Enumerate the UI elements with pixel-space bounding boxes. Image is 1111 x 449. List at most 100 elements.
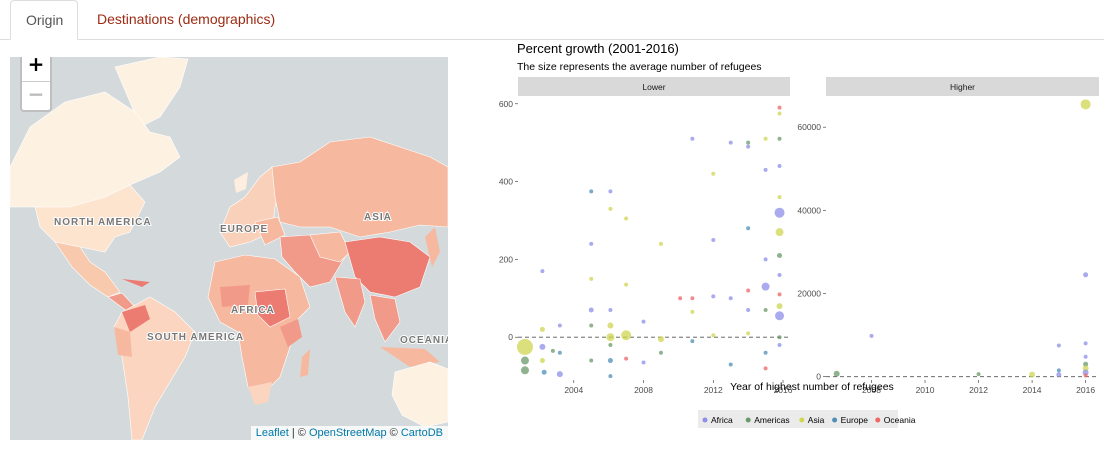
- data-point: [711, 237, 716, 242]
- data-point: [556, 371, 563, 378]
- label-north-america: NORTH AMERICA: [54, 217, 152, 228]
- data-point: [1080, 99, 1091, 110]
- label-europe: EUROPE: [220, 224, 268, 235]
- cartodb-link[interactable]: CartoDB: [400, 427, 443, 439]
- y-tick-label: 200: [499, 254, 513, 264]
- facet-strip-label: Lower: [642, 82, 665, 92]
- legend-box: [698, 410, 898, 428]
- x-tick-label: 2014: [1023, 385, 1042, 395]
- data-point: [520, 366, 529, 375]
- openstreetmap-link[interactable]: OpenStreetMap: [308, 427, 387, 439]
- data-point: [657, 336, 664, 343]
- data-point: [539, 343, 546, 350]
- data-point: [1083, 361, 1089, 367]
- data-point: [520, 356, 529, 365]
- zoom-out-button[interactable]: −: [27, 82, 45, 106]
- data-point: [539, 358, 545, 364]
- label-asia: ASIA: [364, 212, 392, 223]
- map-tiles: [10, 57, 448, 440]
- data-point: [728, 296, 733, 301]
- data-point: [540, 269, 545, 274]
- legend-label: Americas: [754, 415, 789, 425]
- data-point: [1083, 373, 1088, 378]
- data-point: [728, 362, 733, 367]
- data-point: [589, 189, 594, 194]
- leaflet-link[interactable]: Leaflet: [255, 427, 289, 439]
- data-point: [1056, 343, 1061, 348]
- data-point: [833, 370, 840, 377]
- data-point: [728, 140, 733, 145]
- label-africa: AFRICA: [231, 305, 275, 316]
- x-tick-label: 2016: [1076, 385, 1095, 395]
- legend-key: [745, 417, 751, 423]
- facet-strip: [826, 77, 1099, 96]
- data-point: [690, 339, 695, 344]
- x-tick-label: 2012: [969, 385, 988, 395]
- data-point: [763, 167, 768, 172]
- legend-label: Asia: [808, 415, 825, 425]
- map-labels: NORTH AMERICA SOUTH AMERICA EUROPE AFRIC…: [53, 211, 448, 347]
- legend-key: [702, 417, 708, 423]
- data-point: [621, 330, 632, 341]
- data-point: [976, 372, 981, 377]
- tab-origin[interactable]: Origin: [10, 0, 78, 40]
- data-point: [777, 111, 782, 116]
- data-point: [711, 333, 716, 338]
- data-point: [746, 307, 751, 312]
- data-point: [746, 140, 751, 145]
- data-point: [763, 350, 768, 355]
- data-point: [777, 253, 783, 259]
- data-point: [589, 358, 594, 363]
- data-point: [690, 136, 695, 141]
- y-tick-label: 20000: [797, 289, 821, 299]
- data-point: [690, 309, 695, 314]
- data-point: [589, 276, 594, 281]
- data-point: [777, 136, 782, 141]
- data-point: [588, 307, 594, 313]
- tab-destinations[interactable]: Destinations (demographics): [97, 11, 276, 27]
- data-point: [690, 296, 695, 301]
- data-point: [774, 207, 785, 218]
- data-point: [869, 333, 874, 338]
- zoom-control: + −: [20, 57, 52, 112]
- data-point: [1083, 341, 1088, 346]
- data-point: [777, 272, 782, 277]
- data-point: [746, 144, 751, 149]
- x-tick-label: 2016: [774, 385, 793, 395]
- data-point: [658, 241, 663, 246]
- data-point: [550, 348, 555, 353]
- legend-label: Africa: [711, 415, 733, 425]
- data-point: [608, 206, 613, 211]
- label-oceania: OCEANIA: [400, 335, 448, 346]
- y-tick-label: 60000: [797, 122, 821, 132]
- x-tick-label: 2012: [704, 385, 723, 395]
- data-point: [1083, 272, 1089, 278]
- data-point: [624, 356, 629, 361]
- y-tick-label: 0: [816, 372, 821, 382]
- data-point: [678, 296, 683, 301]
- scatter-plot: Percent growth (2001-2016) The size repre…: [499, 41, 1099, 428]
- x-tick-label: 2010: [916, 385, 935, 395]
- data-point: [776, 303, 783, 310]
- data-point: [763, 366, 768, 371]
- data-point: [516, 338, 533, 355]
- data-point: [589, 323, 594, 328]
- data-point: [777, 195, 782, 200]
- growth-chart: Percent growth (2001-2016) The size repre…: [482, 38, 1104, 444]
- data-point: [761, 282, 770, 291]
- y-tick-label: 400: [499, 177, 513, 187]
- data-point: [589, 241, 594, 246]
- data-point: [641, 360, 646, 365]
- world-map[interactable]: NORTH AMERICA SOUTH AMERICA EUROPE AFRIC…: [10, 57, 448, 440]
- y-tick-label: 40000: [797, 205, 821, 215]
- x-axis-label: Year of highest number of refugees: [730, 381, 894, 393]
- data-point: [624, 282, 629, 287]
- zoom-in-button[interactable]: +: [22, 57, 50, 82]
- data-point: [777, 342, 782, 347]
- legend-label: Europe: [841, 415, 869, 425]
- chart-title: Percent growth (2001-2016): [517, 41, 679, 56]
- y-tick-label: 600: [499, 99, 513, 109]
- y-tick-label: 0: [508, 332, 513, 342]
- x-tick-label: 2008: [634, 385, 653, 395]
- data-point: [641, 319, 646, 324]
